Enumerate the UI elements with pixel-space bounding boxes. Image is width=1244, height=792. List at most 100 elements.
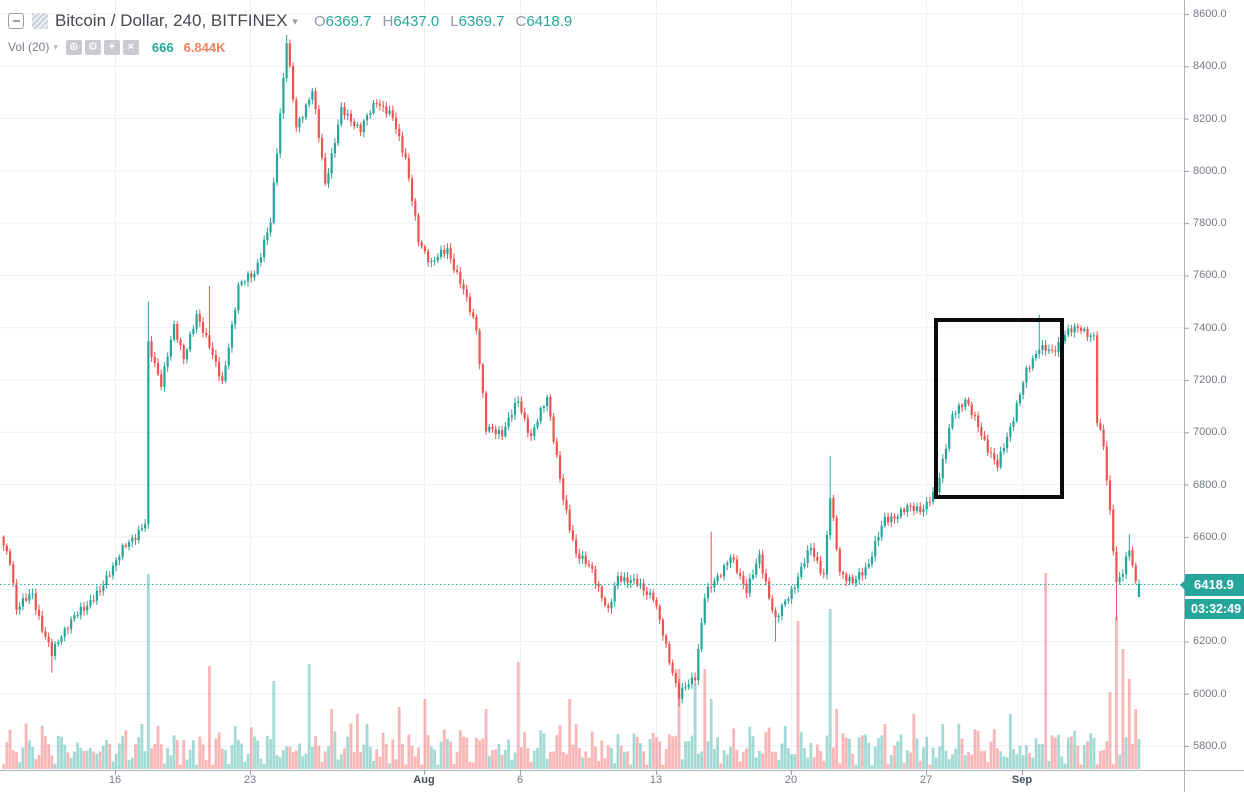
volume-bar — [1037, 744, 1041, 769]
volume-bar — [423, 699, 427, 769]
candle — [304, 102, 308, 121]
indicator-settings-button[interactable]: ⚙ — [84, 39, 101, 55]
candle — [398, 123, 401, 142]
candle — [365, 112, 369, 126]
candle — [838, 546, 841, 577]
volume-bar — [600, 740, 604, 769]
volume-bar — [1060, 756, 1064, 769]
volume-bar — [510, 760, 514, 769]
candle — [150, 336, 153, 363]
open-label: O — [313, 12, 326, 30]
candle — [179, 337, 182, 350]
low-label: L — [450, 12, 459, 30]
volume-bar — [494, 749, 498, 769]
candle — [745, 579, 748, 599]
volume-bar — [838, 763, 842, 769]
time-axis[interactable]: 16 23 Aug 6 13 20 27 Sep — [0, 770, 1244, 792]
volume-bar — [786, 748, 790, 769]
candle — [308, 97, 311, 108]
volume-bar — [713, 749, 716, 769]
time-axis-label: 13 — [649, 774, 663, 786]
indicator-title-volume[interactable]: Vol (20) — [8, 40, 50, 54]
volume-bar — [709, 699, 713, 769]
price-axis[interactable]: 8600.0 8400.0 8200.0 8000.0 7800.0 7600.0 7400… — [1184, 0, 1244, 770]
volume-bar — [301, 756, 305, 769]
candle — [565, 494, 568, 515]
volume-bar — [378, 756, 382, 769]
volume-bar — [954, 748, 958, 769]
candle — [70, 616, 73, 634]
indicator-add-button[interactable]: + — [103, 39, 120, 55]
volume-bar — [520, 747, 523, 769]
time-axis-label: 16 — [108, 774, 122, 786]
volume-bar — [323, 751, 327, 769]
volume-bar — [60, 736, 63, 769]
volume-bar — [860, 735, 864, 769]
volume-bar — [211, 764, 215, 769]
candle — [205, 328, 208, 339]
volume-bar — [69, 757, 73, 769]
candle — [320, 133, 324, 161]
volume-bar — [446, 739, 449, 769]
symbol-title[interactable]: Bitcoin / Dollar, 240, BITFINEX — [55, 11, 288, 30]
candle — [581, 550, 584, 564]
candle — [668, 641, 671, 666]
volume-bar — [941, 724, 945, 769]
candle — [359, 122, 362, 137]
candle — [517, 396, 520, 407]
volume-bar — [922, 747, 925, 769]
candle — [896, 513, 899, 523]
indicator-visibility-button[interactable]: ⊙ — [65, 39, 82, 55]
volume-bar — [111, 761, 115, 769]
indicator-remove-button[interactable]: × — [122, 39, 139, 55]
volume-bar — [545, 758, 549, 769]
time-axis-label: 6 — [516, 774, 524, 786]
volume-bar — [671, 736, 674, 769]
candle — [134, 534, 137, 545]
candle — [436, 252, 439, 264]
candle — [198, 309, 201, 328]
candle — [858, 568, 861, 585]
chevron-down-icon[interactable]: ▾ — [292, 15, 298, 28]
volume-bar — [230, 744, 234, 769]
candle — [227, 343, 230, 370]
candle — [285, 34, 288, 82]
candle — [172, 320, 176, 342]
volume-bar — [227, 764, 231, 769]
candle — [784, 598, 787, 608]
volume-bar — [548, 751, 552, 769]
candle — [153, 351, 156, 368]
volume-bar — [127, 759, 131, 769]
candle — [452, 253, 455, 274]
candle — [253, 270, 256, 282]
volume-bar — [536, 747, 539, 769]
candle — [1054, 345, 1057, 357]
candle — [137, 525, 140, 544]
volume-bar — [53, 763, 57, 769]
volume-bar — [539, 730, 543, 769]
price-axis-label: 7800.0 — [1193, 217, 1227, 230]
candle — [311, 87, 314, 105]
volume-bar — [2, 764, 6, 769]
volume-bar — [1105, 741, 1109, 769]
volume-bar — [996, 748, 999, 769]
volume-bar — [513, 752, 517, 769]
volume-bar — [1127, 679, 1131, 769]
volume-bar — [278, 757, 282, 769]
candle — [771, 594, 774, 614]
volume-bar — [745, 748, 748, 769]
volume-bar — [243, 762, 247, 769]
volume-bar — [82, 750, 86, 769]
volume-bar — [574, 723, 578, 769]
collapse-series-button[interactable] — [8, 13, 24, 29]
candle — [764, 568, 767, 586]
chevron-down-icon[interactable]: ▾ — [53, 41, 58, 52]
volume-bar — [684, 741, 687, 769]
candle — [224, 360, 227, 384]
volume-bar — [645, 764, 649, 769]
volume-bar — [1050, 735, 1054, 769]
candle — [932, 486, 935, 505]
annotation-rectangle[interactable] — [934, 318, 1064, 499]
volume-bar — [661, 764, 665, 769]
